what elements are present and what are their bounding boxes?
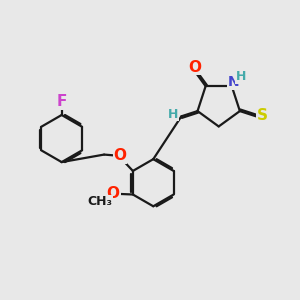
Text: S: S <box>256 108 267 123</box>
Text: F: F <box>56 94 67 109</box>
Text: N: N <box>228 75 239 89</box>
Text: H: H <box>168 108 178 121</box>
Text: CH₃: CH₃ <box>87 195 112 208</box>
Text: O: O <box>114 148 127 164</box>
Text: H: H <box>236 70 246 83</box>
Text: O: O <box>188 60 201 75</box>
Text: O: O <box>107 186 120 201</box>
